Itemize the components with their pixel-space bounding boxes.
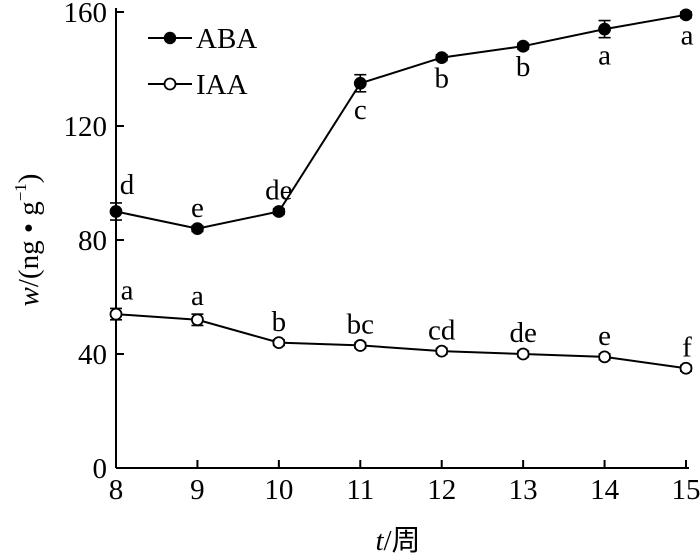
y-axis-label: w/(ng • g−1) — [11, 174, 45, 307]
data-point-iaa — [272, 336, 286, 350]
data-point-aba — [435, 51, 449, 64]
y-axis-variable: w — [13, 286, 45, 306]
x-tick-label: 15 — [672, 474, 700, 506]
x-axis-unit: /周 — [384, 525, 421, 557]
significance-letter-aba: e — [191, 192, 204, 224]
y-tick-label: 0 — [93, 453, 108, 485]
data-point-iaa — [435, 344, 449, 358]
y-axis-unit: /(ng • g — [13, 201, 45, 287]
y-axis-exponent: −1 — [11, 183, 30, 201]
y-ticks: 0 40 80 120 160 — [64, 0, 124, 485]
data-point-iaa — [679, 361, 693, 375]
data-point-aba — [353, 76, 367, 90]
data-point-aba — [679, 8, 693, 22]
legend-label-iaa: IAA — [196, 69, 248, 101]
series-line-iaa — [115, 313, 687, 370]
x-ticks: 8 9 10 11 12 13 14 15 — [109, 460, 700, 506]
series-layer — [109, 8, 693, 375]
y-tick-label: 120 — [64, 111, 108, 143]
data-point-aba — [598, 22, 611, 36]
significance-letter-aba: de — [265, 175, 292, 207]
y-tick-label: 160 — [64, 0, 108, 29]
x-axis-label: t/周 — [375, 525, 420, 557]
significance-letter-iaa: f — [682, 331, 692, 363]
significance-letter-aba: d — [120, 169, 135, 201]
significance-letter-aba: b — [516, 51, 531, 83]
x-axis-variable: t — [375, 525, 384, 557]
significance-letter-iaa: b — [272, 306, 287, 338]
y-tick-label: 40 — [78, 339, 107, 371]
data-point-iaa — [598, 350, 611, 364]
significance-letter-iaa: a — [191, 280, 204, 312]
legend-marker-aba — [163, 31, 177, 45]
series-aba — [109, 8, 693, 236]
data-point-iaa — [109, 307, 123, 321]
legend-marker-iaa — [163, 77, 177, 91]
data-point-aba — [516, 39, 530, 53]
data-point-iaa — [353, 339, 367, 352]
significance-letter-iaa: e — [598, 320, 611, 352]
series-iaa — [109, 307, 693, 375]
significance-letter-aba: c — [354, 94, 367, 126]
data-point-aba — [109, 205, 123, 218]
significance-letter-iaa: de — [509, 317, 536, 349]
x-tick-label: 13 — [509, 474, 538, 506]
significance-letter-aba: a — [681, 20, 694, 52]
data-point-aba — [191, 222, 204, 236]
data-point-iaa — [191, 313, 204, 327]
significance-letter-iaa: cd — [428, 314, 456, 346]
significance-letter-aba: a — [598, 40, 611, 72]
legend-label-aba: ABA — [196, 23, 257, 55]
y-tick-label: 80 — [78, 225, 107, 257]
significance-letter-iaa: a — [121, 274, 134, 306]
x-tick-label: 10 — [264, 474, 293, 506]
x-tick-label: 12 — [427, 474, 456, 506]
data-point-aba — [272, 205, 286, 218]
y-axis-close-paren: ) — [13, 174, 45, 184]
x-tick-label: 11 — [346, 474, 374, 506]
legend-item-iaa: IAA — [148, 69, 248, 101]
x-tick-label: 8 — [109, 474, 124, 506]
legend: ABA IAA — [148, 23, 257, 101]
x-tick-label: 9 — [190, 474, 205, 506]
legend-item-aba: ABA — [148, 23, 257, 55]
data-point-iaa — [516, 347, 530, 361]
series-line-aba — [115, 13, 687, 230]
significance-letter-iaa: bc — [347, 309, 374, 341]
significance-letter-aba: b — [434, 62, 449, 94]
x-tick-label: 14 — [590, 474, 620, 506]
